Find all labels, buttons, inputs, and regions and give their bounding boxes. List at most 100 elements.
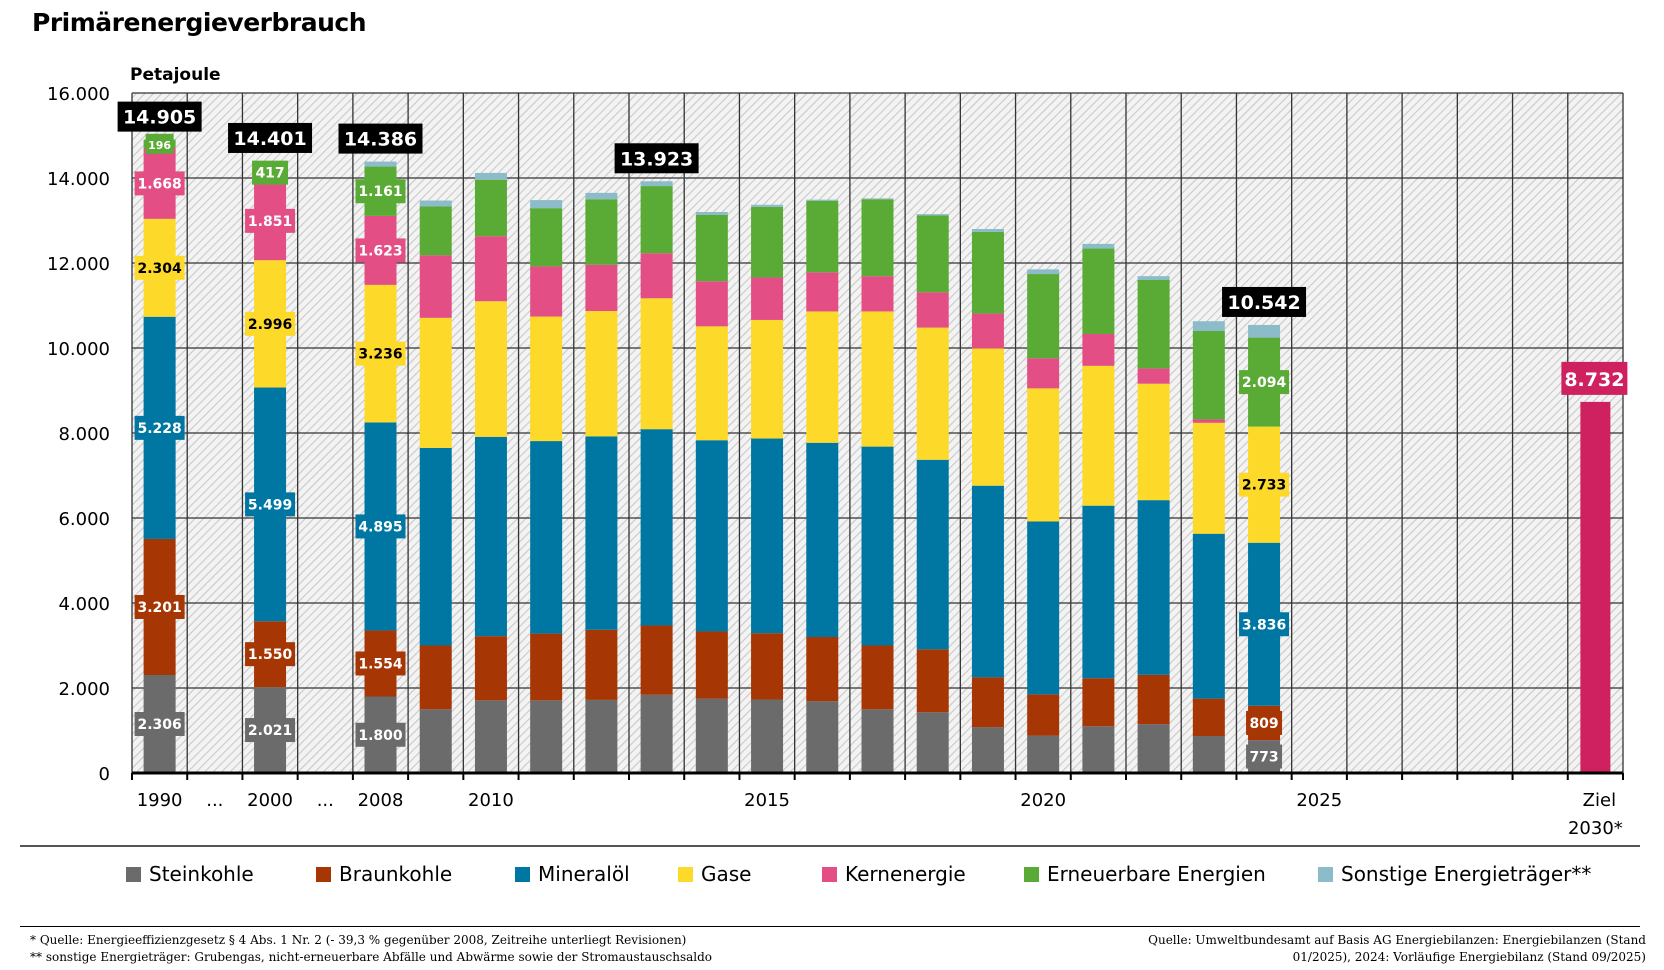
legend-swatch bbox=[1024, 866, 1039, 882]
bar-segment-gase bbox=[1027, 388, 1060, 522]
bar-segment-mineralöl bbox=[1192, 533, 1225, 699]
y-axis-label: Petajoule bbox=[130, 65, 221, 85]
legend-item: Steinkohle bbox=[126, 862, 254, 886]
bar-segment-erneuerbare-energien bbox=[474, 179, 507, 237]
bar-segment-gase bbox=[751, 319, 784, 439]
bar-segment-steinkohle bbox=[1082, 726, 1115, 773]
bar-segment-sonstige-energieträger bbox=[971, 229, 1004, 232]
bar-segment-sonstige-energieträger bbox=[806, 199, 839, 201]
bar-segment-braunkohle bbox=[751, 633, 784, 700]
target-label-box bbox=[1561, 361, 1628, 395]
segment-value-label: 809 bbox=[1249, 716, 1278, 732]
y-tick-label: 16.000 bbox=[47, 84, 110, 105]
x-tick-label: 2010 bbox=[468, 790, 514, 811]
bar-segment-steinkohle bbox=[530, 700, 563, 773]
bar-segment-mineralöl bbox=[861, 446, 894, 646]
total-value-label: 13.923 bbox=[620, 148, 693, 170]
bar-segment-kernenergie bbox=[419, 255, 452, 318]
bar-segment-braunkohle bbox=[1137, 674, 1170, 725]
bar-segment-kernenergie bbox=[1192, 419, 1225, 423]
y-tick-label: 4.000 bbox=[58, 594, 110, 615]
segment-value-label: 5.499 bbox=[248, 497, 292, 513]
bar-segment-kernenergie bbox=[1082, 333, 1115, 366]
legend-swatch bbox=[1318, 866, 1333, 882]
y-tick-label: 0 bbox=[99, 764, 110, 785]
legend-item: Braunkohle bbox=[316, 862, 452, 886]
footnote-target-source: * Quelle: Energieeffizienzgesetz § 4 Abs… bbox=[30, 933, 687, 947]
x-tick-label: 1990 bbox=[137, 790, 183, 811]
segment-value-label: 1.668 bbox=[137, 176, 181, 192]
legend-swatch bbox=[515, 866, 530, 882]
y-tick-label: 14.000 bbox=[47, 169, 110, 190]
legend-item: Erneuerbare Energien bbox=[1024, 862, 1266, 886]
bar-segment-sonstige-energieträger bbox=[1248, 324, 1281, 338]
legend-item: Kernenergie bbox=[822, 862, 966, 886]
bar-segment-mineralöl bbox=[695, 440, 728, 632]
total-label-box bbox=[117, 101, 202, 132]
bar-segment-mineralöl bbox=[585, 436, 618, 630]
bar-segment-steinkohle bbox=[585, 699, 618, 773]
bar-segment-steinkohle bbox=[474, 700, 507, 773]
bar-segment-braunkohle bbox=[419, 645, 452, 710]
bar-segment-kernenergie bbox=[971, 313, 1004, 349]
segment-value-label: 1.161 bbox=[358, 184, 402, 200]
bar-segment-kernenergie bbox=[806, 272, 839, 312]
bar-segment-gase bbox=[1192, 422, 1225, 534]
bar-segment-steinkohle bbox=[1027, 735, 1060, 773]
total-label-box bbox=[338, 123, 423, 154]
legend-label: Mineralöl bbox=[538, 862, 630, 886]
divider-top bbox=[20, 845, 1640, 847]
bar-segment-gase bbox=[640, 298, 673, 430]
bar-segment-braunkohle bbox=[474, 636, 507, 701]
legend-label: Gase bbox=[701, 862, 752, 886]
bar-segment-kernenergie bbox=[1027, 358, 1060, 389]
bar-segment-sonstige-energieträger bbox=[695, 212, 728, 215]
x-tick-label: 2000 bbox=[247, 790, 293, 811]
bar-segment-mineralöl bbox=[640, 429, 673, 626]
segment-value-label: 3.836 bbox=[1242, 617, 1286, 633]
bar-segment-kernenergie bbox=[751, 277, 784, 320]
bar-segment-kernenergie bbox=[640, 253, 673, 299]
bar-segment-braunkohle bbox=[585, 629, 618, 700]
segment-label-box bbox=[134, 255, 185, 280]
bar-segment-gase bbox=[806, 311, 839, 443]
segment-label-box bbox=[355, 722, 406, 747]
bar-segment-erneuerbare-energien bbox=[640, 186, 673, 254]
bar-segment-steinkohle bbox=[971, 727, 1004, 773]
segment-value-label: 2.733 bbox=[1242, 478, 1286, 494]
bar-segment-braunkohle bbox=[1027, 694, 1060, 736]
bar-segment-sonstige-energieträger bbox=[530, 200, 563, 209]
bar-segment-kernenergie bbox=[1137, 368, 1170, 384]
segment-label-box bbox=[245, 718, 296, 743]
bar-segment-mineralöl bbox=[1137, 500, 1170, 675]
segment-label-box bbox=[1246, 710, 1283, 735]
target-bar bbox=[1580, 401, 1611, 773]
x-tick-label: 2025 bbox=[1296, 790, 1342, 811]
bar-segment-gase bbox=[1137, 383, 1170, 501]
bar-segment-mineralöl bbox=[916, 459, 949, 650]
bar-segment-mineralöl bbox=[1082, 505, 1115, 679]
segment-label-box bbox=[145, 133, 174, 154]
segment-value-label: 2.304 bbox=[137, 261, 182, 277]
bar-segment-sonstige-energieträger bbox=[916, 214, 949, 216]
segment-label-box bbox=[355, 179, 406, 204]
segment-label-box bbox=[1239, 612, 1290, 637]
segment-value-label: 2.021 bbox=[248, 723, 292, 739]
bar-segment-erneuerbare-energien bbox=[1192, 331, 1225, 420]
total-value-label: 10.542 bbox=[1227, 292, 1300, 314]
total-label-box bbox=[228, 122, 313, 153]
bar-segment-sonstige-energieträger bbox=[1137, 276, 1170, 280]
y-tick-label: 12.000 bbox=[47, 254, 110, 275]
y-tick-label: 2.000 bbox=[58, 679, 110, 700]
bar-segment-kernenergie bbox=[695, 281, 728, 327]
legend-swatch bbox=[126, 866, 141, 882]
segment-label-box bbox=[1246, 744, 1283, 769]
legend-label: Steinkohle bbox=[149, 862, 254, 886]
bar-segment-sonstige-energieträger bbox=[1027, 269, 1060, 275]
segment-value-label: 3.201 bbox=[137, 600, 181, 616]
segment-label-box bbox=[134, 594, 185, 619]
x-tick-label: 2015 bbox=[744, 790, 790, 811]
segment-value-label: 1.800 bbox=[358, 728, 403, 744]
bar-segment-erneuerbare-energien bbox=[695, 214, 728, 282]
bar-segment-sonstige-energieträger bbox=[364, 161, 397, 167]
